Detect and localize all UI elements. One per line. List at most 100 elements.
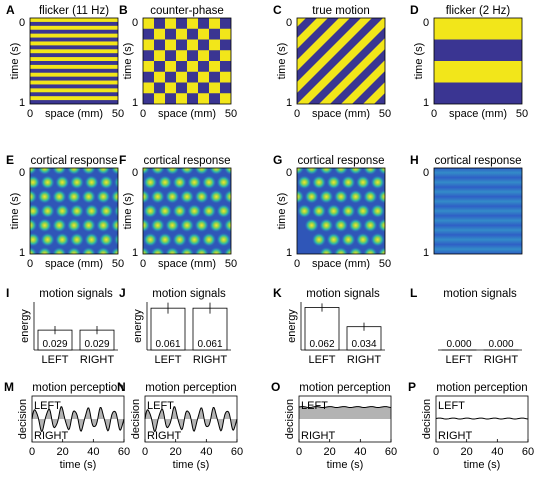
response-blob: [187, 232, 202, 247]
checker-cell: [209, 39, 220, 51]
y-tick-label: 0: [286, 17, 292, 29]
response-blob: [239, 161, 253, 175]
panel-frame: [298, 395, 392, 443]
response-blob: [30, 204, 40, 218]
response-blob: [311, 204, 327, 218]
x-tick-label: 0: [29, 446, 35, 458]
panel-image: [30, 18, 118, 104]
bar-value-label: 0.034: [351, 339, 376, 350]
response-blob: [81, 218, 96, 233]
checker-cell: [165, 39, 176, 51]
response-blob: [52, 189, 67, 204]
response-blob: [96, 247, 111, 254]
right-label: RIGHT: [438, 430, 473, 442]
x-tick-label: 0: [140, 258, 146, 270]
x-tick-label: 40: [87, 446, 99, 458]
response-blob: [30, 175, 40, 190]
response-blob: [143, 247, 151, 254]
panel-title: flicker (2 Hz): [446, 5, 511, 17]
response-blob: [55, 232, 70, 247]
band-mark: [434, 215, 522, 226]
band-mark: [434, 234, 522, 245]
y-axis-label: decision: [284, 399, 296, 439]
bar-value-label: 0.029: [84, 339, 109, 350]
left-label: LEFT: [438, 400, 465, 412]
response-blob: [66, 218, 82, 233]
checker-cell: [143, 61, 154, 72]
decision-line: [435, 417, 529, 420]
panel-frame: [296, 167, 386, 255]
response-blob: [400, 233, 414, 247]
response-blob: [400, 261, 414, 275]
response-blob: [150, 189, 165, 204]
response-blob: [40, 175, 55, 190]
response-blob: [400, 175, 414, 189]
stripe-mark: [30, 33, 118, 38]
x-tick-label: 20: [461, 446, 473, 458]
x-tick-label: 0: [140, 108, 146, 120]
response-blob: [179, 247, 195, 254]
y-tick-label: 1: [132, 247, 138, 259]
category-label: LEFT: [309, 354, 336, 366]
panel-title: true motion: [312, 5, 370, 17]
y-tick-label: 1: [286, 247, 292, 259]
x-tick-label: 50: [112, 108, 124, 120]
panel-title: motion perception: [299, 382, 390, 394]
x-tick-label: 20: [324, 446, 336, 458]
y-axis-label: decision: [17, 399, 29, 439]
response-blob: [81, 247, 96, 254]
y-tick-label: 1: [423, 97, 429, 109]
bar-value-label: 0.029: [42, 339, 67, 350]
panel-background: [143, 168, 231, 254]
checker-cell: [209, 18, 220, 29]
x-tick-label: 40: [354, 446, 366, 458]
y-tick-label: 1: [423, 247, 429, 259]
response-blob: [348, 218, 363, 233]
band-mark: [434, 168, 522, 178]
response-blob: [172, 204, 187, 218]
panel-title: motion signals: [443, 288, 517, 300]
response-blob: [377, 189, 385, 204]
response-blob: [201, 175, 217, 190]
x-tick-label: 60: [231, 446, 243, 458]
response-blob: [179, 218, 195, 233]
response-blob: [377, 218, 385, 233]
stripe-mark: [434, 18, 522, 40]
response-blob: [407, 247, 421, 261]
response-blob: [66, 189, 82, 204]
panel-frame: [142, 167, 232, 255]
response-blob: [157, 204, 173, 218]
response-blob: [66, 168, 82, 175]
response-blob: [129, 233, 143, 247]
response-blob: [377, 168, 385, 175]
checker-cell: [143, 39, 154, 51]
bar-value-label: 0.000: [446, 339, 471, 350]
response-blob: [363, 168, 378, 175]
panel-title: counter-phase: [150, 5, 224, 17]
y-axis-label: time (s): [9, 43, 21, 80]
x-tick-label: 50: [516, 108, 528, 120]
response-blob: [319, 218, 334, 233]
response-blob: [348, 189, 363, 204]
band-mark: [434, 196, 522, 207]
x-tick-label: 0: [431, 108, 437, 120]
response-blob: [201, 232, 217, 247]
y-axis-label: decision: [421, 399, 433, 439]
response-blob: [223, 168, 231, 175]
panel-title: flicker (11 Hz): [39, 5, 109, 17]
y-axis-label: energy: [286, 309, 298, 343]
response-blob: [231, 233, 245, 247]
response-blob: [96, 168, 111, 175]
response-blob: [311, 175, 327, 190]
x-axis-label: space (mm): [449, 108, 507, 120]
checker-cell: [154, 71, 165, 83]
response-blob: [30, 168, 38, 175]
x-tick-label: 50: [112, 258, 124, 270]
response-blob: [165, 247, 180, 254]
checker-cell: [154, 50, 165, 61]
